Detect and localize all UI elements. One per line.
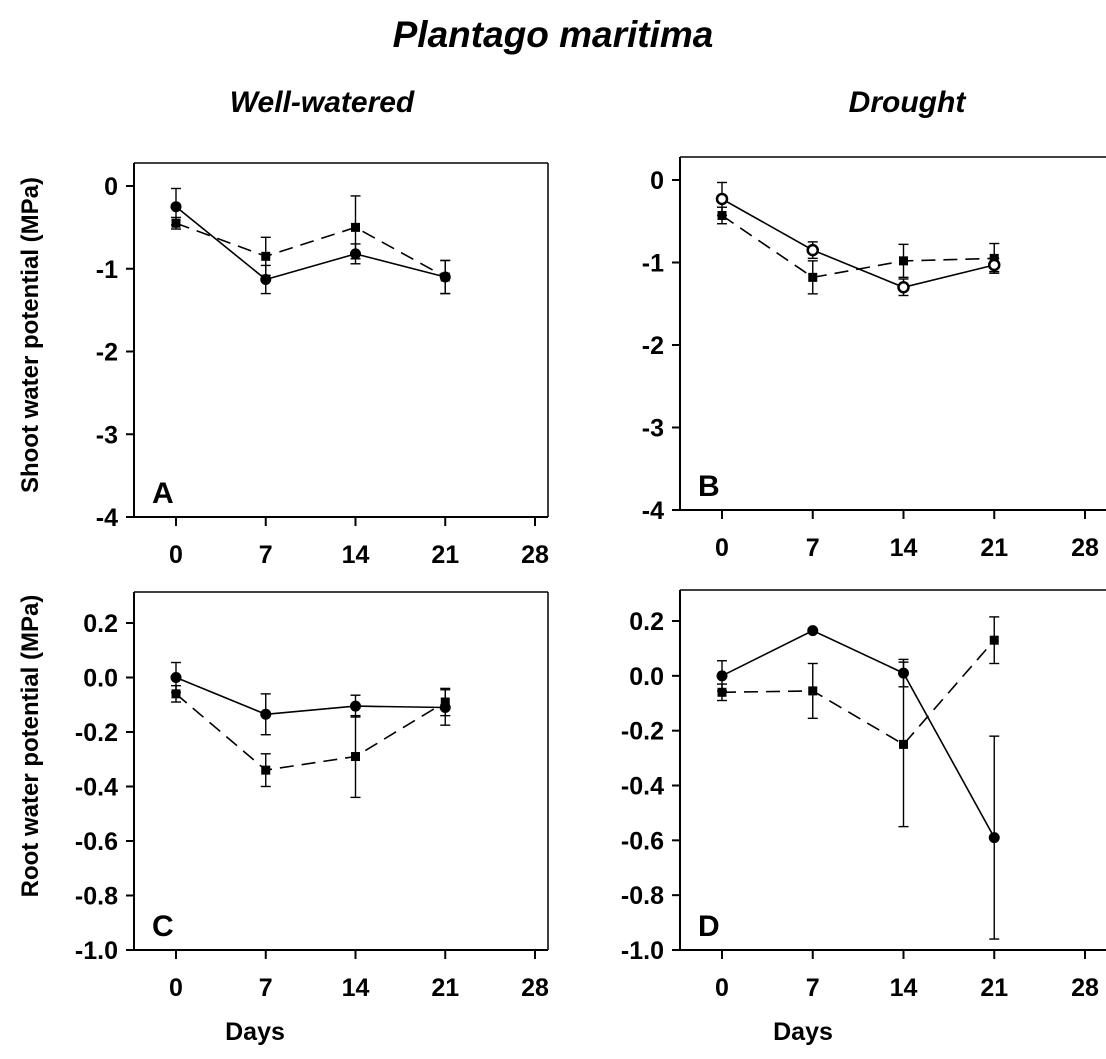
- column-title-drought: Drought: [848, 86, 966, 119]
- column-title-well-watered: Well-watered: [229, 86, 415, 119]
- data-point: [899, 739, 908, 749]
- y-tick-label: -3: [96, 421, 118, 449]
- data-point: [170, 201, 182, 213]
- y-tick-label: -0.2: [621, 718, 664, 746]
- panel-A: 0 -1 -2 -3 -4 0 7 14 21 28 A: [96, 162, 549, 569]
- data-point: [988, 832, 1000, 844]
- x-tick-label: 21: [431, 974, 459, 1002]
- y-tick-label: 0.0: [83, 665, 118, 693]
- y-tick-label: -0.2: [75, 719, 118, 747]
- x-tick-label: 14: [342, 541, 370, 569]
- x-tick-label: 14: [342, 974, 370, 1002]
- data-point: [261, 251, 271, 261]
- data-point: [351, 752, 360, 762]
- data-point: [715, 192, 729, 206]
- series-line: [175, 206, 446, 281]
- data-point: [261, 765, 271, 775]
- y-tick-label: 0.2: [629, 608, 664, 636]
- x-tick-label: 28: [1071, 534, 1099, 562]
- panel-letter: D: [698, 910, 720, 943]
- y-tick-label: -4: [96, 504, 118, 532]
- series-line: [721, 198, 995, 289]
- data-point: [350, 700, 361, 712]
- data-point: [899, 256, 908, 266]
- y-tick-label: -0.4: [621, 773, 664, 801]
- x-tick-label: 0: [715, 534, 729, 562]
- x-tick-label: 28: [521, 541, 549, 569]
- x-tick-label: 0: [169, 974, 183, 1002]
- y-tick-label: -1: [96, 256, 118, 284]
- data-point: [898, 667, 909, 679]
- x-tick-label: 21: [980, 534, 1008, 562]
- data-point: [260, 708, 272, 720]
- y-tick-label: -0.6: [621, 827, 664, 855]
- y-tick-label: -0.8: [75, 883, 118, 911]
- panel-D: 0.2 0.0 -0.2 -0.4 -0.6 -0.8 -1.0 0 7 14 21 28 D: [621, 589, 1106, 1002]
- y-tick-label: 0: [104, 173, 118, 201]
- y-tick-label: -1.0: [75, 937, 118, 965]
- y-tick-label: -2: [642, 332, 664, 360]
- data-point: [716, 670, 728, 682]
- x-tick-label: 21: [431, 541, 459, 569]
- panel-letter: A: [152, 477, 174, 510]
- data-point: [170, 672, 182, 683]
- x-tick-label: 7: [806, 974, 820, 1002]
- x-tick-label: 0: [169, 541, 183, 569]
- data-point: [808, 686, 818, 696]
- y-tick-label: -0.8: [621, 882, 664, 910]
- data-point: [351, 222, 360, 232]
- panel-C: 0.2 0.0 -0.2 -0.4 -0.6 -0.8 -1.0 0 7 14 21 28 C: [75, 591, 549, 1002]
- series-line: [175, 676, 446, 716]
- y-tick-label: -0.6: [75, 828, 118, 856]
- data-point: [897, 281, 910, 294]
- x-tick-label: 21: [980, 974, 1008, 1002]
- series-line: [175, 693, 446, 771]
- x-axis-label-left: Days: [225, 1018, 285, 1046]
- panel-B: 0 -1 -2 -3 -4 0 7 14 21 28 B: [642, 156, 1106, 562]
- series-line: [721, 639, 995, 746]
- panel-letter: C: [152, 910, 174, 943]
- x-tick-label: 28: [521, 974, 549, 1002]
- data-point: [988, 258, 1001, 272]
- y-tick-label: 0.0: [629, 663, 664, 691]
- x-tick-label: 7: [259, 974, 273, 1002]
- y-tick-label: -1.0: [621, 937, 664, 965]
- panel-letter: B: [698, 470, 720, 503]
- y-tick-label: -1: [642, 250, 664, 278]
- y-tick-label: -4: [642, 497, 664, 525]
- x-tick-label: 14: [890, 974, 918, 1002]
- y-tick-label: 0: [650, 167, 664, 195]
- x-tick-label: 7: [806, 534, 820, 562]
- data-point: [808, 272, 818, 282]
- y-tick-label: 0.2: [83, 610, 118, 638]
- x-tick-label: 28: [1071, 974, 1099, 1002]
- data-point: [350, 248, 361, 260]
- y-tick-label: -0.4: [75, 774, 118, 802]
- series-line: [175, 222, 446, 278]
- y-tick-label: -3: [642, 415, 664, 443]
- data-point: [439, 701, 451, 713]
- x-tick-label: 14: [890, 534, 918, 562]
- data-point: [989, 635, 999, 645]
- data-point: [439, 271, 451, 283]
- data-point: [807, 625, 819, 637]
- data-point: [260, 274, 272, 286]
- x-axis-label-right: Days: [773, 1018, 833, 1046]
- series-line: [721, 629, 996, 838]
- y-tick-label: -2: [96, 339, 118, 367]
- x-tick-label: 0: [715, 974, 729, 1002]
- figure-title: Plantago maritima: [392, 14, 714, 55]
- data-point: [806, 243, 819, 257]
- x-tick-label: 7: [259, 541, 273, 569]
